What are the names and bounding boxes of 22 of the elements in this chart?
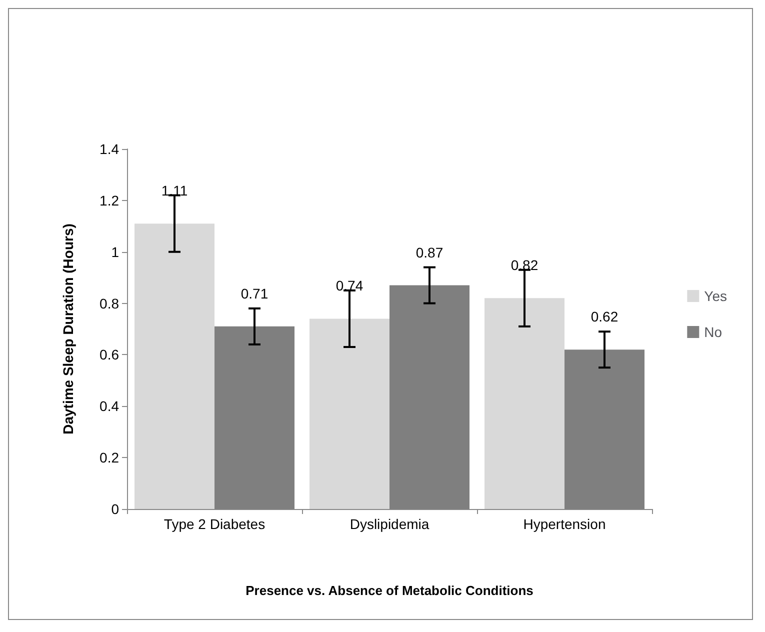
x-tick-label: Dyslipidemia	[350, 516, 430, 532]
x-tick-label: Hypertension	[523, 516, 606, 532]
data-label: 0.62	[590, 308, 618, 325]
y-axis-title: Daytime Sleep Duration (Hours)	[60, 224, 76, 434]
y-tick-label: 1	[111, 244, 120, 260]
data-label: 0.74	[336, 278, 364, 294]
y-tick-label: 0.8	[100, 295, 120, 312]
legend-label: Yes	[704, 288, 728, 304]
y-tick-label: 0.4	[100, 398, 120, 414]
x-tick-label: Type 2 Diabetes	[164, 516, 266, 532]
y-tick-label: 0	[111, 501, 120, 517]
legend-label: No	[704, 324, 722, 340]
y-tick-label: 1.4	[100, 141, 120, 157]
y-tick-label: 1.2	[100, 192, 120, 208]
bar	[310, 318, 390, 509]
bar	[134, 224, 214, 509]
x-axis-title: Presence vs. Absence of Metabolic Conditions	[246, 583, 534, 598]
y-tick-label: 0.6	[100, 346, 120, 363]
y-tick-label: 0.2	[100, 450, 120, 466]
data-label: 0.87	[416, 244, 444, 260]
bar	[484, 298, 564, 509]
data-label: 0.71	[240, 285, 268, 302]
